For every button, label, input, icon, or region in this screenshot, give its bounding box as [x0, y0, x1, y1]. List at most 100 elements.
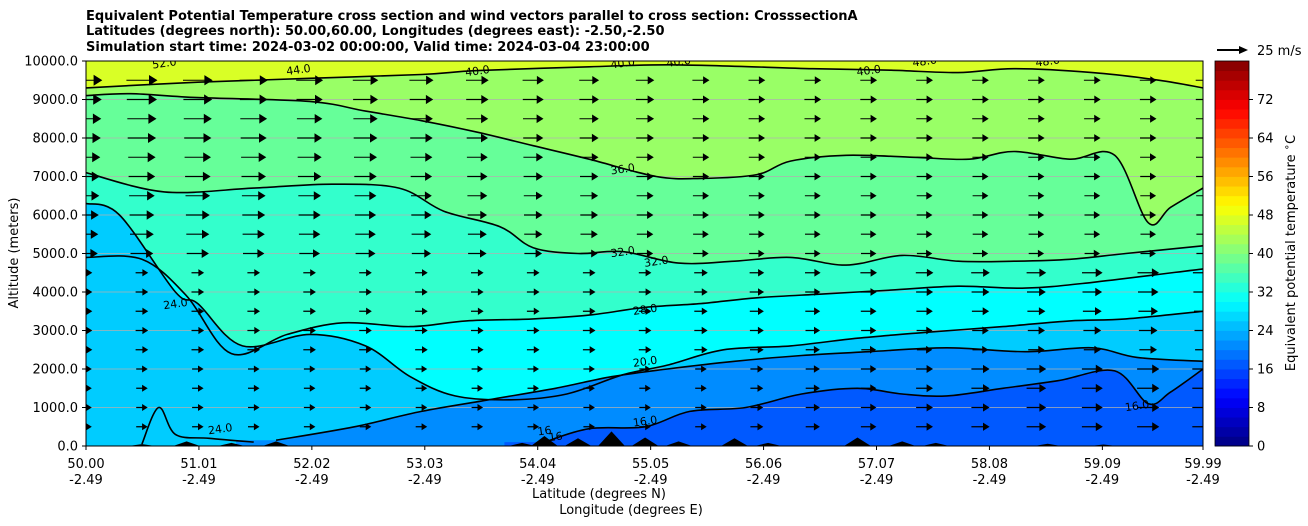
- wind-vector: [136, 404, 148, 411]
- wind-vector: [411, 230, 432, 239]
- colorbar-segment: [1215, 224, 1249, 235]
- colorbar-segment: [1215, 426, 1249, 437]
- wind-vector: [916, 134, 933, 142]
- contour-label-text: 16.0: [632, 413, 658, 429]
- wind-vector: [749, 288, 765, 296]
- wind-vector: [1139, 95, 1157, 104]
- wind-vector: [191, 288, 205, 296]
- x-tick-label-lon: -2.49: [521, 473, 555, 488]
- wind-vector: [971, 364, 990, 374]
- wind-vector: [582, 346, 596, 354]
- wind-vector: [1137, 422, 1160, 432]
- contour-label: 24.0: [162, 296, 188, 312]
- wind-vector: [1195, 349, 1203, 351]
- wind-vector: [804, 191, 821, 200]
- wind-vector: [748, 95, 766, 104]
- wind-vector: [692, 191, 709, 200]
- wind-vector: [636, 211, 654, 219]
- wind-vector: [240, 113, 268, 124]
- colorbar-segment: [1215, 195, 1249, 206]
- y-tick-label: 1000.0: [33, 401, 79, 416]
- wind-vector: [639, 365, 651, 373]
- wind-vector: [242, 229, 265, 239]
- wind-vector: [972, 191, 989, 200]
- wind-vector: [860, 307, 877, 316]
- colorbar-segment: [1215, 205, 1249, 216]
- y-axis: 0.0 1000.0 2000.0 3000.0 4000.0 5000.0 6000.0 7…: [24, 55, 86, 455]
- wind-vector: [359, 365, 372, 373]
- wind-vector: [1028, 114, 1045, 123]
- wind-vector: [1195, 79, 1203, 81]
- wind-vector: [466, 152, 488, 162]
- wind-vector: [579, 133, 599, 143]
- wind-vector: [186, 249, 209, 258]
- wind-vector: [971, 307, 990, 316]
- colorbar-segment: [1215, 349, 1249, 360]
- wind-vector: [1137, 364, 1160, 374]
- wind-vector: [639, 404, 651, 411]
- x-tick-label-lon: -2.49: [973, 473, 1007, 488]
- wind-vector: [409, 75, 434, 85]
- wind-vector: [972, 134, 989, 142]
- wind-vector: [527, 404, 539, 411]
- colorbar-segment: [1215, 330, 1249, 341]
- wind-vector: [296, 94, 323, 105]
- wind-vector: [860, 134, 877, 142]
- wind-vector: [1192, 387, 1203, 389]
- colorbar-tick-label: 56: [1257, 170, 1274, 185]
- wind-vector: [860, 172, 877, 181]
- colorbar-tick-label: 64: [1257, 132, 1274, 147]
- x-tick-label-lat: 50.00: [67, 457, 104, 472]
- x-axis: 50.00-2.4951.01-2.4952.02-2.4953.03-2.49…: [67, 446, 1222, 488]
- x-tick-label-lon: -2.49: [1086, 473, 1120, 488]
- wind-vector: [749, 307, 764, 315]
- wind-vector: [191, 307, 205, 315]
- wind-vectors: [86, 74, 1203, 432]
- colorbar-segment: [1215, 243, 1249, 254]
- y-tick-label: 3000.0: [33, 324, 79, 339]
- y-tick-label: 7000.0: [33, 170, 79, 185]
- x-tick-label-lon: -2.49: [182, 473, 216, 488]
- wind-vector: [694, 346, 708, 354]
- x-tick-label-lon: -2.49: [634, 473, 668, 488]
- wind-vector: [1140, 114, 1157, 123]
- x-tick-label-lat: 59.99: [1184, 457, 1221, 472]
- wind-vector: [354, 191, 377, 201]
- x-tick-label-lon: -2.49: [1186, 473, 1220, 488]
- wind-vector: [296, 75, 324, 86]
- wind-vector: [354, 172, 377, 181]
- wind-vector: [467, 230, 487, 239]
- wind-vector: [805, 249, 821, 258]
- colorbar-segment: [1215, 369, 1249, 380]
- x-axis-label-lon: Longitude (degrees E): [559, 503, 703, 518]
- chart-title-line-3: Simulation start time: 2024-03-02 00:00:…: [86, 40, 650, 55]
- contour-label-text: 48.0: [912, 53, 938, 69]
- wind-vector: [1083, 345, 1101, 354]
- wind-vector: [916, 211, 933, 219]
- wind-vector: [192, 404, 204, 411]
- contour-label-text: 20.0: [632, 354, 658, 370]
- wind-vector: [522, 75, 544, 85]
- wind-vector: [1084, 211, 1101, 219]
- x-tick-label-lon: -2.49: [295, 473, 329, 488]
- contour-label: 32.0: [610, 244, 636, 260]
- wind-vector: [580, 249, 598, 258]
- colorbar-segment: [1215, 320, 1249, 331]
- wind-vector: [471, 307, 484, 315]
- y-axis-label: Altitude (meters): [7, 198, 22, 309]
- wind-vector: [130, 229, 154, 239]
- wind-vector: [583, 404, 595, 411]
- wind-vector: [1083, 326, 1102, 335]
- wind-vector: [1028, 230, 1045, 239]
- wind-vector: [693, 211, 709, 219]
- wind-vector: [524, 249, 543, 258]
- contour-label-text: 32.0: [610, 244, 636, 260]
- wind-vector: [1028, 134, 1045, 142]
- wind-vector: [353, 114, 378, 124]
- wind-vector: [694, 288, 708, 296]
- colorbar-segment: [1215, 109, 1249, 120]
- wind-vector: [129, 191, 155, 201]
- wind-vector: [136, 423, 148, 431]
- wind-vector: [303, 346, 316, 354]
- contour-label-text: 40.0: [610, 55, 636, 71]
